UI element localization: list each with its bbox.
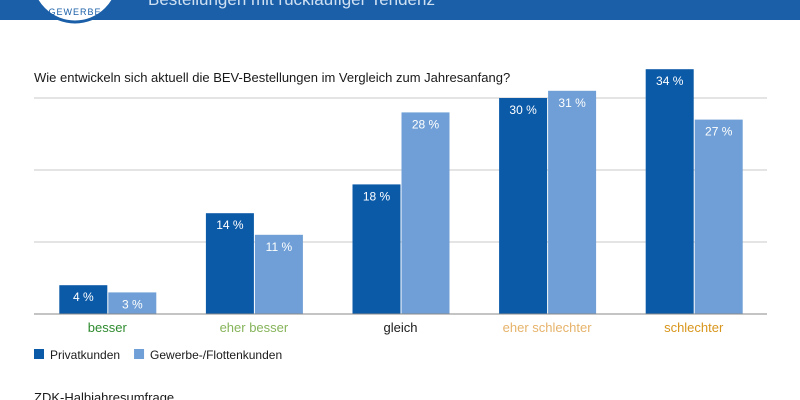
legend-swatch: [34, 349, 44, 359]
value-label: 30 %: [509, 103, 537, 117]
header-band: [0, 0, 800, 20]
bar: [59, 285, 108, 314]
bar: [645, 69, 694, 314]
bar: [694, 119, 743, 314]
bar: [352, 184, 401, 314]
bar: [548, 90, 597, 314]
legend-label: Gewerbe-/Flottenkunden: [150, 348, 282, 362]
bar: [499, 98, 548, 314]
source: ZDK-Halbjahresumfrage: [34, 390, 174, 400]
value-label: 11 %: [266, 240, 293, 254]
logo-text: GEWERBE: [48, 7, 101, 17]
value-label: 4 %: [73, 290, 94, 304]
x-tick-label: schlechter: [664, 320, 724, 335]
bar: [401, 112, 450, 315]
value-label: 14 %: [216, 218, 244, 232]
value-label: 31 %: [558, 96, 586, 110]
value-label: 27 %: [705, 125, 733, 139]
logo: [35, 0, 115, 24]
bar: [108, 292, 157, 314]
bar: [205, 213, 254, 314]
x-tick-label: besser: [88, 320, 128, 335]
legend-label: Privatkunden: [50, 348, 120, 362]
header-subtitle: Bestellungen mit rückläufiger Tendenz: [148, 0, 435, 9]
value-label: 3 %: [122, 297, 143, 311]
value-label: 28 %: [412, 117, 440, 131]
legend-swatch: [134, 349, 145, 359]
x-tick-label: eher besser: [220, 320, 289, 335]
x-tick-label: gleich: [384, 320, 418, 335]
chart-title: Wie entwickeln sich aktuell die BEV-Best…: [34, 70, 510, 85]
x-tick-label: eher schlechter: [503, 320, 593, 335]
value-label: 34 %: [656, 74, 684, 88]
bar: [254, 234, 303, 314]
value-label: 18 %: [363, 189, 391, 203]
